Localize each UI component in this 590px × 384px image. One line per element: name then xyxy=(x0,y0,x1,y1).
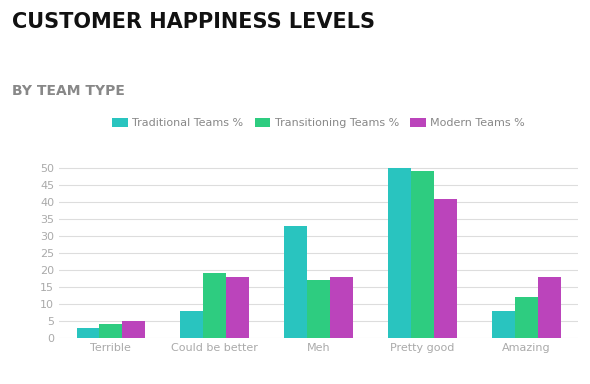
Bar xyxy=(492,311,515,338)
Bar xyxy=(537,277,560,338)
Bar xyxy=(411,172,434,338)
Bar xyxy=(77,328,100,338)
Bar xyxy=(204,273,226,338)
Bar xyxy=(100,324,122,338)
Bar xyxy=(434,199,457,338)
Bar xyxy=(388,168,411,338)
Legend: Traditional Teams %, Transitioning Teams %, Modern Teams %: Traditional Teams %, Transitioning Teams… xyxy=(108,114,529,133)
Bar xyxy=(284,226,307,338)
Bar xyxy=(226,277,249,338)
Text: CUSTOMER HAPPINESS LEVELS: CUSTOMER HAPPINESS LEVELS xyxy=(12,12,375,31)
Bar xyxy=(515,297,537,338)
Bar xyxy=(307,280,330,338)
Bar xyxy=(330,277,353,338)
Bar xyxy=(181,311,204,338)
Text: BY TEAM TYPE: BY TEAM TYPE xyxy=(12,84,124,98)
Bar xyxy=(122,321,145,338)
